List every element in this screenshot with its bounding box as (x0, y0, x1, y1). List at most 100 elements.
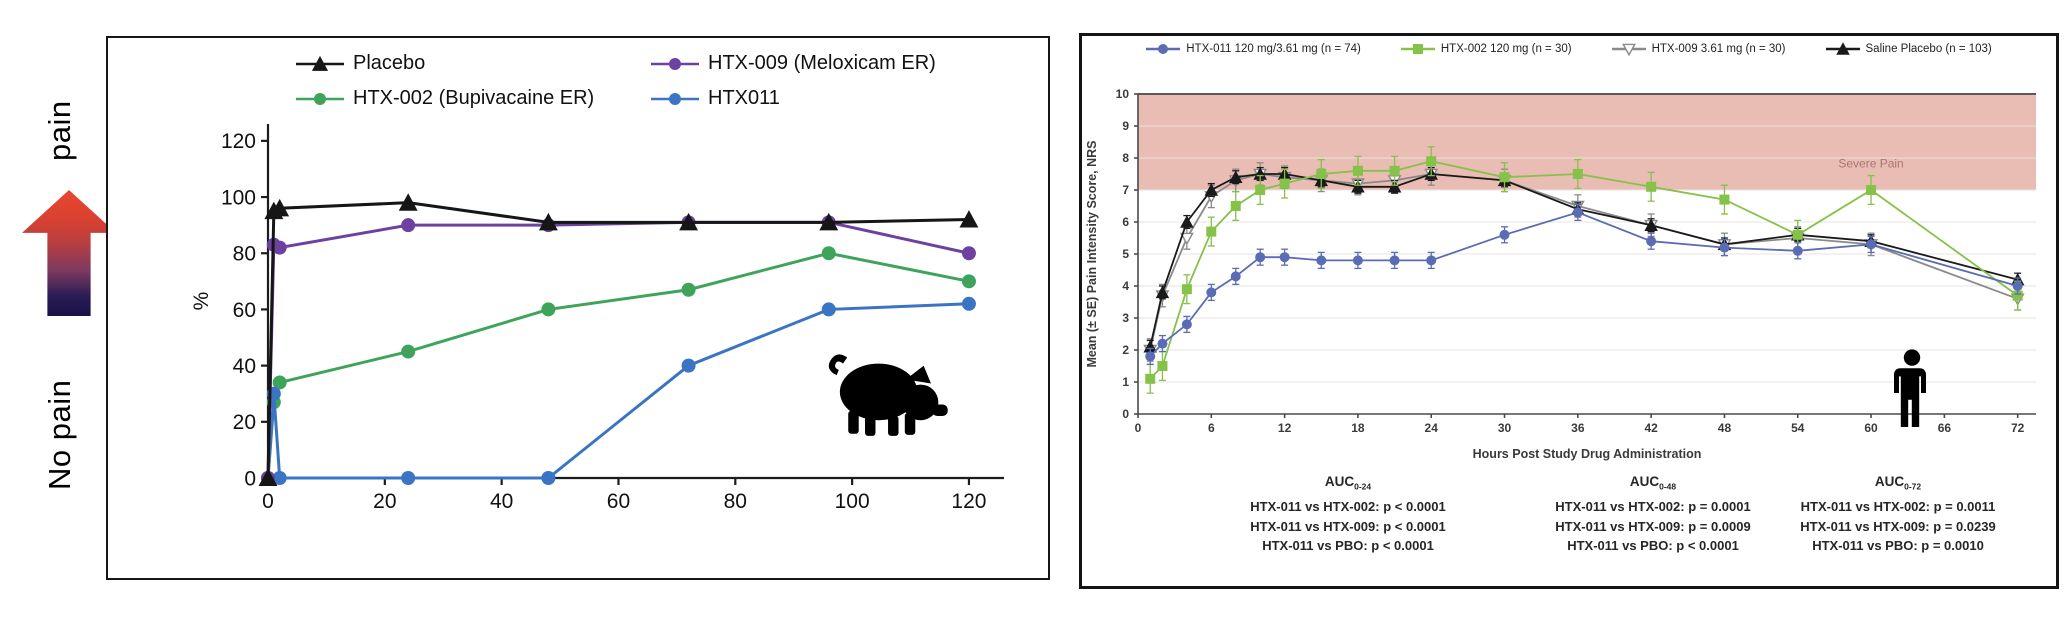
pig-chart-panel: 0 20 40 60 80 100 120 0 20 40 60 80 100 120% Placebo H… (106, 36, 1050, 580)
x-tick-label: 54 (1791, 421, 1805, 435)
y-tick-label: 6 (1122, 215, 1129, 229)
pig-chart-legend: Placebo HTX-009 (Meloxicam ER) HTX-002 (Bu… (296, 52, 936, 110)
x-tick-label: 60 (1864, 421, 1878, 435)
auc-line: HTX-011 vs HTX-009: p = 0.0009 (1555, 518, 1751, 534)
series-line-htx011 (266, 302, 970, 480)
person-icon (1894, 349, 1926, 427)
auc-line: HTX-011 vs HTX-002: p < 0.0001 (1250, 499, 1446, 515)
auc-annotations: AUC0-24 HTX-011 vs HTX-002: p < 0.0001 H… (1082, 472, 2056, 584)
legend-label: HTX-002 (Bupivacaine ER) (353, 87, 595, 109)
x-axis-title: Hours Post Study Drug Administration (1473, 447, 1702, 461)
legend-label: Placebo (353, 52, 426, 74)
y-tick-label: 2 (1122, 343, 1129, 357)
x-tick-label: 66 (1938, 421, 1952, 435)
x-tick-label: 48 (1718, 421, 1732, 435)
x-tick-label: 72 (2011, 421, 2025, 435)
triangle-down-open-legend-marker-icon (1611, 43, 1646, 57)
series-line-htx-002-120-mg-n-30 (1149, 160, 2019, 380)
y-tick-label: 3 (1122, 311, 1129, 325)
legend-item-htx-002-120-mg-n-30: HTX-002 120 mg (n = 30) (1400, 41, 1572, 57)
x-tick-label: 0 (1135, 421, 1142, 435)
y-axis-title: Mean (± SE) Pain Intensity Score, NRS (1085, 140, 1099, 367)
y-tick-label: 80 (233, 243, 256, 266)
x-tick-label: 42 (1644, 421, 1658, 435)
auc-title: AUC0-24 (1324, 474, 1372, 492)
auc-line: HTX-011 vs HTX-009: p < 0.0001 (1250, 518, 1446, 534)
y-tick-label: 60 (233, 299, 256, 322)
auc-line: HTX-011 vs PBO: p = 0.0010 (1812, 538, 1984, 554)
legend-item-htx011: HTX011 (651, 87, 936, 110)
y-tick-label: 120 (221, 130, 256, 153)
y-tick-label: 0 (1122, 407, 1129, 421)
circle-legend-marker-icon (1146, 44, 1181, 54)
y-tick-label: 7 (1122, 183, 1129, 197)
auc-line: HTX-011 vs PBO: p < 0.0001 (1262, 538, 1434, 554)
square-legend-marker-icon (1400, 44, 1435, 54)
x-tick-label: 120 (951, 490, 986, 513)
x-tick-label: 12 (1278, 421, 1292, 435)
human-chart-legend: HTX-011 120 mg/3.61 mg (n = 74) HTX-002 1… (1082, 41, 2056, 57)
auc-title: AUC0-72 (1874, 474, 1922, 492)
x-tick-label: 60 (607, 490, 630, 513)
x-tick-label: 40 (490, 490, 513, 513)
legend-item-htx-002-bupivacaine-er: HTX-002 (Bupivacaine ER) (296, 87, 641, 110)
y-tick-label: 100 (221, 186, 256, 209)
auc-line: HTX-011 vs HTX-009: p = 0.0239 (1800, 518, 1996, 534)
y-tick-label: 40 (233, 355, 256, 378)
y-tick-label: 4 (1122, 279, 1129, 293)
y-tick-label: 20 (233, 411, 256, 434)
legend-label: HTX-011 120 mg/3.61 mg (n = 74) (1186, 43, 1361, 55)
legend-label: Saline Placebo (n = 103) (1865, 43, 1992, 55)
y-tick-label: 9 (1122, 119, 1129, 133)
auc-block-0-72: AUC0-72 HTX-011 vs HTX-002: p = 0.0011 H… (1800, 472, 1995, 556)
legend-label: HTX-009 3.61 mg (n = 30) (1651, 43, 1786, 55)
y-tick-label: 5 (1122, 247, 1129, 261)
human-chart: 0 6 12 18 24 30 36 42 48 54 60 66 72012345678910Seve… (1085, 87, 2036, 461)
x-tick-label: 100 (835, 490, 870, 513)
circle-legend-marker-icon (651, 57, 699, 70)
pain-axis-label-bottom: No pain (42, 379, 77, 490)
x-tick-label: 80 (724, 490, 747, 513)
auc-block-0-24: AUC0-24 HTX-011 vs HTX-002: p < 0.0001 H… (1250, 472, 1445, 556)
series-line-htx-011-120-mg-3-61-mg-n-74 (1149, 211, 2018, 358)
y-tick-label: 8 (1122, 151, 1129, 165)
legend-item-placebo: Placebo (296, 52, 641, 75)
x-tick-label: 30 (1498, 421, 1512, 435)
auc-title: AUC0-48 (1629, 474, 1677, 492)
y-tick-label: 1 (1122, 375, 1129, 389)
legend-label: HTX011 (708, 87, 780, 109)
x-tick-label: 36 (1571, 421, 1585, 435)
y-tick-label: 10 (1116, 87, 1130, 101)
x-tick-label: 6 (1208, 421, 1215, 435)
auc-line: HTX-011 vs PBO: p < 0.0001 (1567, 538, 1739, 554)
auc-line: HTX-011 vs HTX-002: p = 0.0011 (1800, 499, 1996, 515)
pain-gradient-axis: pain No pain (0, 0, 120, 626)
series-line-htx-009-3-61-mg-n-30 (1149, 173, 2018, 351)
triangle-up-legend-marker-icon (1825, 42, 1860, 55)
pain-gradient-arrow-icon (22, 190, 116, 316)
legend-label: HTX-002 120 mg (n = 30) (1440, 43, 1572, 55)
circle-legend-marker-icon (651, 92, 699, 105)
pig-chart: 0 20 40 60 80 100 120 0 20 40 60 80 100 120% (190, 124, 1004, 513)
y-axis-title: % (190, 292, 213, 311)
pain-axis-label-top: pain (42, 100, 77, 161)
auc-line: HTX-011 vs HTX-002: p = 0.0001 (1555, 499, 1751, 515)
triangle-up-legend-marker-icon (296, 55, 344, 71)
x-tick-label: 20 (373, 490, 396, 513)
legend-item-htx-011-120-mg-3-61-mg-n-74: HTX-011 120 mg/3.61 mg (n = 74) (1146, 41, 1361, 57)
severe-pain-label: Severe Pain (1838, 157, 1903, 171)
human-chart-area: 0 6 12 18 24 30 36 42 48 54 60 66 72 0 1 2 3 4 5 6 7 8 9 10 Seve… (1082, 64, 2056, 464)
series-line-saline-placebo-n-103 (1149, 173, 2018, 347)
y-tick-label: 0 (244, 467, 256, 490)
legend-item-htx-009-3-61-mg-n-30: HTX-009 3.61 mg (n = 30) (1611, 41, 1786, 57)
human-chart-panel: HTX-011 120 mg/3.61 mg (n = 74) HTX-002 1… (1079, 33, 2059, 589)
legend-label: HTX-009 (Meloxicam ER) (708, 52, 936, 74)
legend-item-saline-placebo-n-103: Saline Placebo (n = 103) (1825, 41, 1992, 57)
x-tick-label: 24 (1425, 421, 1439, 435)
auc-block-0-48: AUC0-48 HTX-011 vs HTX-002: p = 0.0001 H… (1555, 472, 1750, 556)
x-tick-label: 18 (1351, 421, 1365, 435)
legend-item-htx-009-meloxicam-er: HTX-009 (Meloxicam ER) (651, 52, 936, 75)
pig-icon (828, 354, 948, 436)
circle-legend-marker-icon (296, 92, 344, 105)
